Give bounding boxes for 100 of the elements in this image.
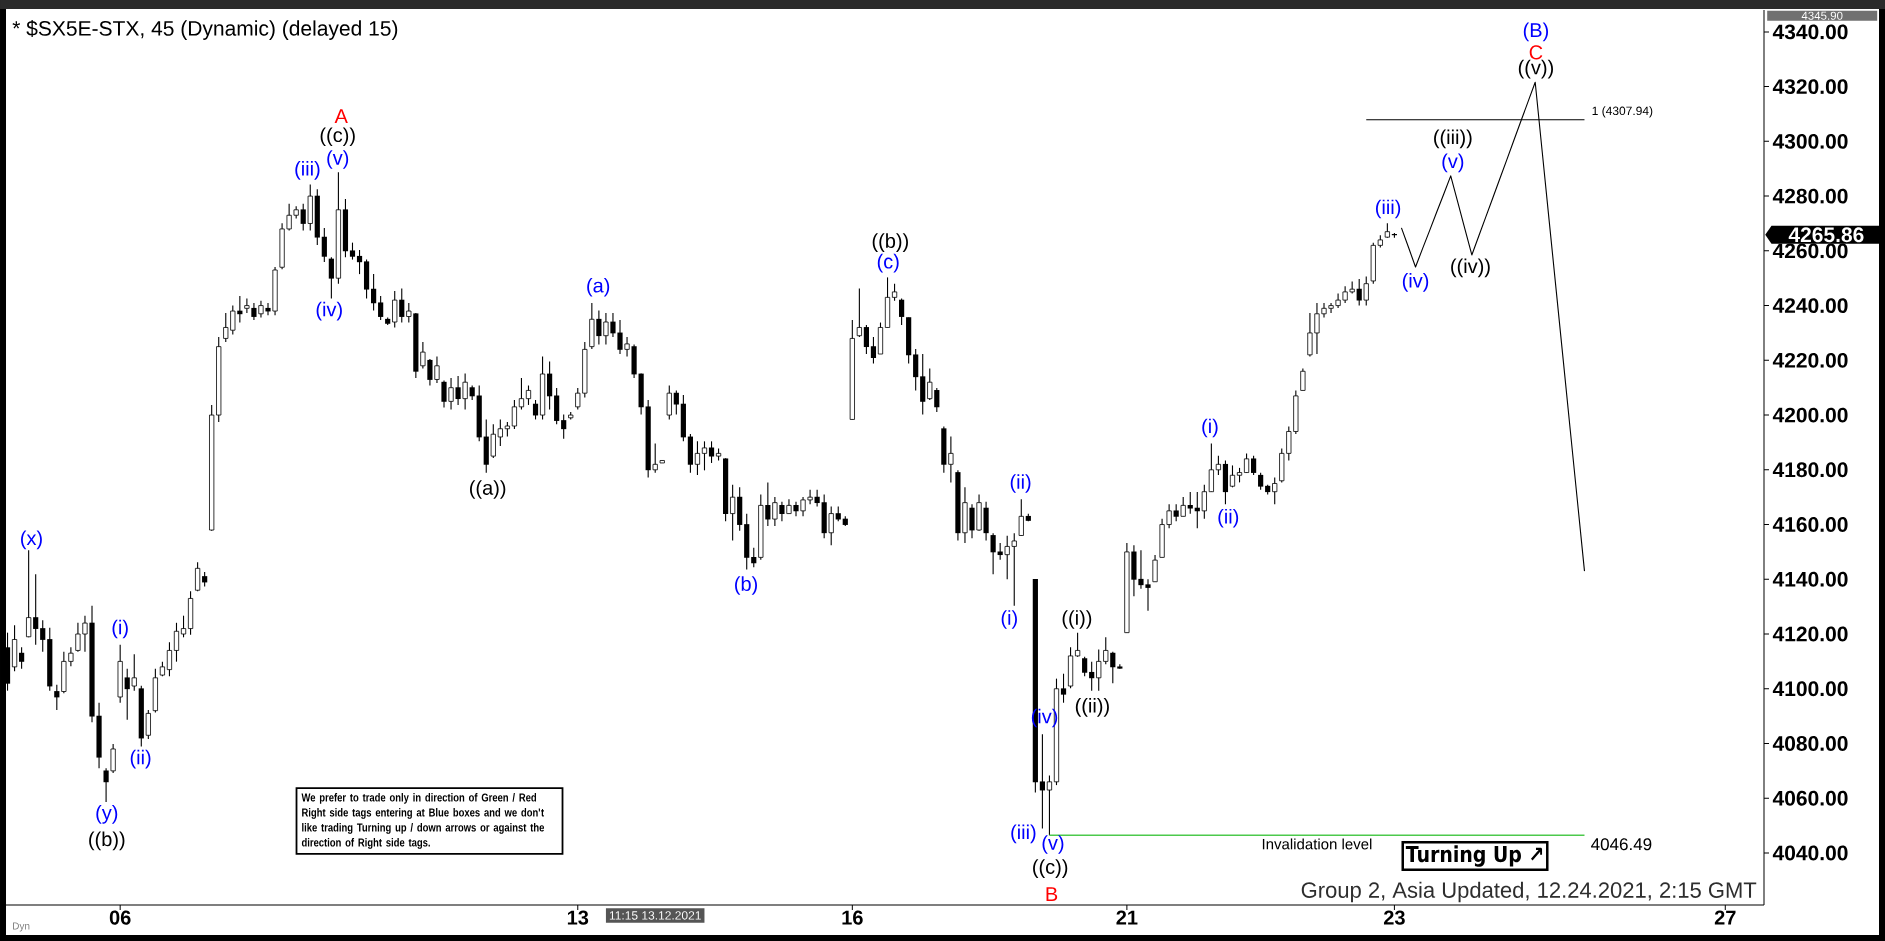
candlestick <box>1075 632 1081 658</box>
candlestick <box>547 360 553 411</box>
text: 11:15 13.12.2021 <box>609 911 701 920</box>
y-tick-label: 4140.00 <box>1772 571 1848 587</box>
candlestick <box>856 288 862 338</box>
candlestick <box>814 489 820 508</box>
annotation: (ii) <box>1010 474 1031 493</box>
annotation: ((i)) <box>1062 610 1092 629</box>
annotation: (B) <box>1523 22 1549 42</box>
annotation: (a) <box>587 277 610 297</box>
y-tick-label: 4160.00 <box>1772 517 1848 532</box>
candlestick <box>1187 491 1193 515</box>
candlestick <box>1039 733 1045 830</box>
candlestick <box>378 295 384 321</box>
annotation: (iii) <box>1011 824 1036 844</box>
y-tick-label: 4080.00 <box>1772 736 1848 751</box>
candlestick <box>356 249 363 275</box>
candlestick <box>54 684 60 711</box>
annotation: We prefer to trade only in direction of Green / Red Right side tags entering at Blue boxes and we don't like trading Turning up / down arrows or against the direction of Right side tags. <box>301 793 545 849</box>
candlestick <box>532 399 539 420</box>
x-tick-label: 21 <box>1116 910 1138 925</box>
x-tick-label: 23 <box>1383 910 1405 925</box>
candlestick <box>180 615 187 638</box>
annotation: (x) <box>21 530 42 550</box>
candlestick <box>40 619 46 653</box>
annotation: (ii) <box>1218 508 1239 528</box>
annotation: ((c)) <box>1033 859 1068 878</box>
annotation: (i) <box>1202 418 1218 438</box>
ref-line-label: Invalidation level <box>1262 838 1372 850</box>
annotation: (c) <box>877 253 899 273</box>
annotation: Turning Up ↗ <box>1405 845 1543 867</box>
annotation: ((iii)) <box>1434 129 1472 149</box>
annotation: ((b)) <box>872 233 908 252</box>
candlestick <box>561 413 567 440</box>
chart-title: * $SX5E-STX, 45 (Dynamic) (delayed 15) <box>12 20 398 40</box>
candlestick <box>525 384 532 406</box>
candlestick <box>913 348 919 391</box>
candlestick <box>1208 442 1214 493</box>
text: Dyn <box>13 922 30 932</box>
y-tick-label: 4060.00 <box>1772 790 1848 806</box>
y-tick-label: 4040.00 <box>1772 845 1848 861</box>
annotation: (iii) <box>295 161 320 180</box>
y-tick-label: 4280.00 <box>1772 188 1848 204</box>
annotation: (y) <box>96 805 118 824</box>
candlestick <box>1089 661 1095 692</box>
candlestick <box>173 622 180 663</box>
annotation: A <box>334 109 348 124</box>
candlestick <box>195 561 201 592</box>
y-tick-label: 4100.00 <box>1772 681 1848 697</box>
y-tick-label: 4220.00 <box>1772 352 1848 368</box>
annotation: (v) <box>1442 153 1464 173</box>
candlestick <box>673 389 679 416</box>
candlestick <box>518 377 525 411</box>
annotation: B <box>1046 887 1058 901</box>
candlestick <box>19 646 25 670</box>
y-tick-label: 4200.00 <box>1772 407 1848 423</box>
annotation: (iv) <box>316 301 342 321</box>
candlestick <box>870 336 877 365</box>
candlestick <box>1272 476 1278 505</box>
candlestick <box>730 484 736 541</box>
y-tick-label: 4340.00 <box>1772 24 1848 40</box>
candlestick <box>1082 656 1088 677</box>
candlestick <box>511 399 518 430</box>
y-tick-label: 4300.00 <box>1772 133 1848 149</box>
annotation: ((v)) <box>1518 59 1553 79</box>
candlestick <box>1243 452 1250 474</box>
annotation: ((ii)) <box>1075 698 1109 717</box>
annotation: (i) <box>1001 610 1017 629</box>
candlestick <box>1152 554 1158 583</box>
annotation: ((b)) <box>89 831 125 851</box>
candlestick <box>948 435 954 483</box>
y-tick-label: 4240.00 <box>1772 298 1848 314</box>
candlestick <box>1300 367 1306 391</box>
y-tick-label: 4180.00 <box>1772 462 1848 478</box>
candlestick <box>321 227 327 263</box>
text: 4345.90 <box>1801 11 1843 20</box>
candlestick <box>666 384 672 420</box>
candlestick <box>1060 673 1067 704</box>
candlestick <box>751 547 757 568</box>
annotation: ((c)) <box>320 127 355 147</box>
annotation: (ii) <box>130 749 151 769</box>
candlestick <box>708 440 715 464</box>
annotation: (v) <box>327 150 349 169</box>
candlestick <box>990 532 996 575</box>
x-tick-label: 13 <box>567 910 589 925</box>
ref-line-label: 1 (4307.94) <box>1592 106 1653 118</box>
x-tick-label: 06 <box>109 910 131 925</box>
candlestick <box>328 256 334 300</box>
annotation: ((iv)) <box>1451 258 1490 278</box>
candlestick <box>863 324 869 355</box>
annotation: Group 2, Asia Updated, 12.24.2021, 2:15 GMT <box>1301 881 1757 903</box>
candlestick <box>1251 455 1257 476</box>
annotation: (v) <box>1042 835 1064 854</box>
y-tick-label: 4320.00 <box>1772 79 1848 95</box>
annotation: ((a)) <box>470 480 506 499</box>
annotation: 4046.49 <box>1591 838 1652 851</box>
annotation: C <box>1529 45 1543 60</box>
y-tick-label: 4120.00 <box>1772 626 1848 642</box>
y-tick-label: 4260.00 <box>1772 243 1848 259</box>
candlestick <box>701 440 708 471</box>
